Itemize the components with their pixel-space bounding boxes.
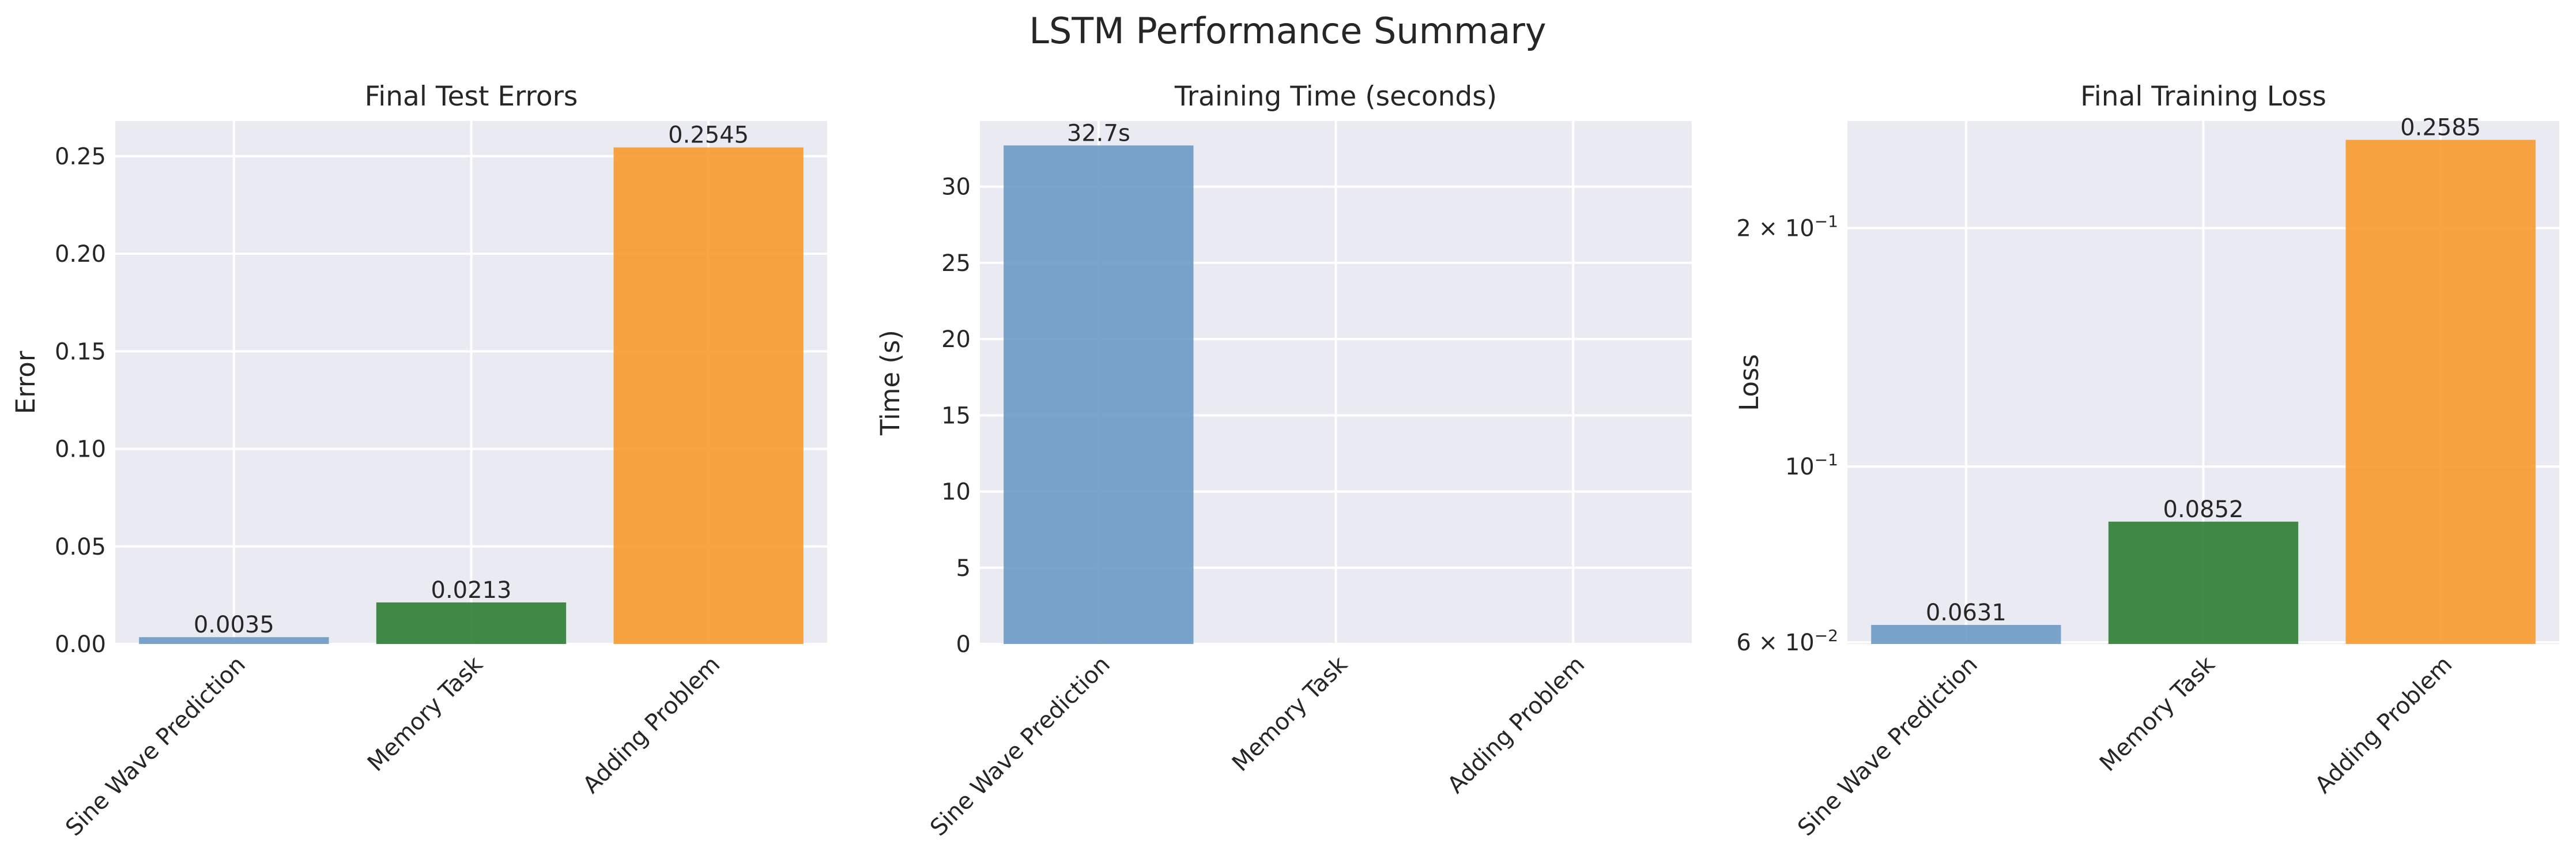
bar-sine-wave-prediction [1871,624,2061,644]
panel-title: Final Training Loss [2080,81,2326,112]
figure-title: LSTM Performance Summary [1029,10,1546,52]
bar-sine-wave-prediction [1004,145,1194,645]
y-tick-label: 0.00 [55,631,106,658]
y-tick-label: 10 [941,479,971,506]
data-label-sine-wave-prediction: 0.0035 [194,612,274,638]
chart-panels: 0.00 0.05 0.10 0.15 0.20 0.25 0.0035 0.0213 0.25… [10,81,2559,841]
y-tick-label: 15 [941,402,971,429]
y-axis-label: Error [10,351,41,414]
chart-panel-1: 0.00 0.05 0.10 0.15 0.20 0.25 0.0035 0.0213 0.25… [10,81,827,841]
x-tick-label: Adding Problem [1443,651,1590,799]
data-label-sine-wave-prediction: 0.0631 [1926,600,2007,626]
x-tick-label: Memory Task [2095,651,2220,777]
y-tick-label: 0.20 [55,241,106,268]
bar-adding-problem [2345,140,2536,645]
panel-title: Training Time (seconds) [1174,81,1497,112]
y-axis-label: Time (s) [875,330,906,436]
y-tick-label: 5 [956,555,971,582]
x-tick-label: Adding Problem [2310,651,2458,799]
y-tick-label: 20 [941,326,971,353]
chart-panel-3: 6 × 10−2 10−1 2 × 10−1 0.0631 0.0852 0.2585 Si… [1734,81,2559,841]
x-tick-label: Sine Wave Prediction [61,651,251,842]
x-tick-label: Sine Wave Prediction [1793,651,1983,842]
bar-memory-task [2108,521,2299,644]
y-tick-label: 0.05 [55,534,106,560]
y-axis-label: Loss [1734,354,1764,411]
data-label-adding-problem: 0.2585 [2400,115,2481,141]
bar-sine-wave-prediction [139,637,329,644]
panel-title: Final Test Errors [365,81,578,112]
y-tick-label: 0.25 [55,144,106,170]
x-tick-label: Adding Problem [578,651,726,799]
data-label-adding-problem: 0.2545 [668,122,749,149]
bar-memory-task [376,602,567,644]
y-tick-label: 30 [941,174,971,201]
data-label-sine-wave-prediction: 32.7s [1067,120,1130,146]
bar-adding-problem [613,147,804,645]
y-tick-label: 6 × 10−2 [1736,626,1838,656]
y-tick-label: 10−1 [1785,450,1838,480]
y-tick-label: 2 × 10−1 [1736,212,1838,242]
data-label-memory-task: 0.0852 [2163,496,2244,523]
x-tick-label: Memory Task [363,651,488,777]
x-tick-label: Memory Task [1227,651,1353,777]
y-tick-label: 0.10 [55,436,106,463]
chart-panel-2: 0 5 10 15 20 25 30 32.7s Sine Wave Prediction Mem… [875,81,1692,841]
x-tick-label: Sine Wave Prediction [925,651,1115,842]
y-tick-label: 0.15 [55,338,106,365]
data-label-memory-task: 0.0213 [431,577,512,604]
y-tick-label: 25 [941,250,971,277]
y-tick-label: 0 [956,631,971,658]
